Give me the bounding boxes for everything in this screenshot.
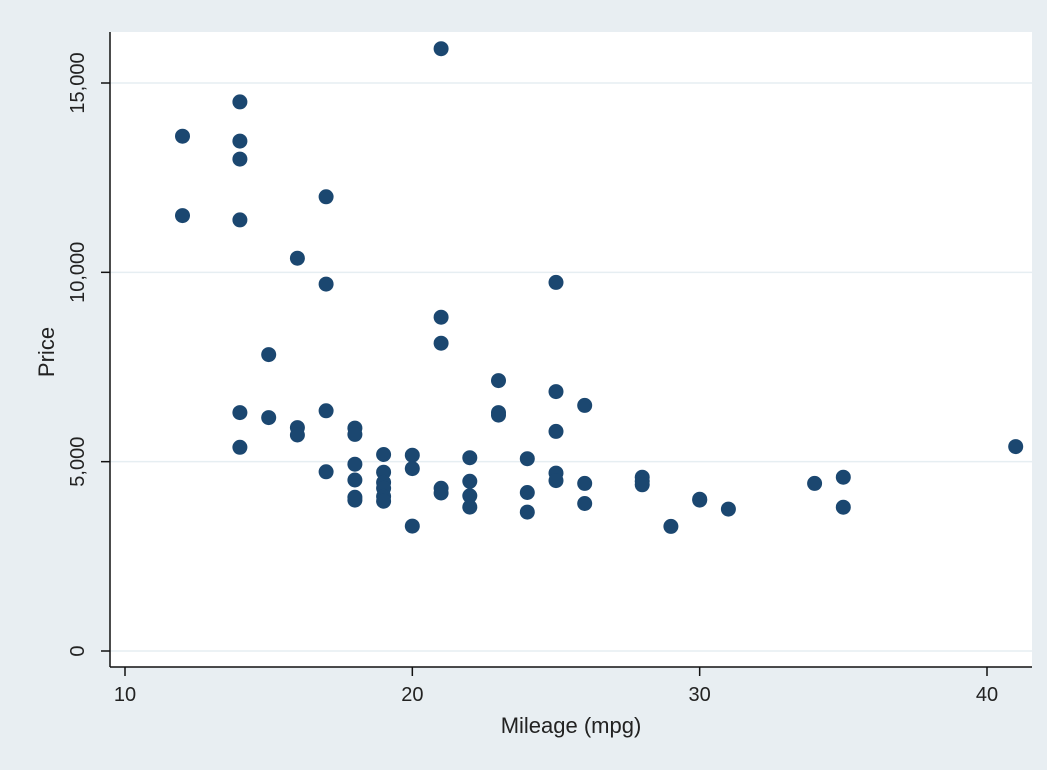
x-axis-title: Mileage (mpg)	[501, 713, 642, 738]
data-point-38	[462, 473, 478, 489]
data-point-62	[807, 475, 823, 491]
data-point-58	[663, 518, 679, 534]
data-point-15	[318, 403, 334, 419]
y-axis-title: Price	[34, 327, 59, 377]
data-point-20	[347, 472, 363, 488]
data-point-12	[289, 427, 305, 443]
data-point-28	[376, 493, 392, 509]
data-point-5	[232, 212, 248, 228]
data-point-22	[347, 492, 363, 508]
data-point-57	[634, 477, 650, 493]
plot-area	[110, 32, 1032, 667]
data-point-45	[519, 485, 535, 500]
data-point-44	[519, 451, 535, 467]
data-point-36	[433, 485, 449, 501]
data-point-29	[404, 447, 420, 463]
data-point-7	[232, 439, 248, 455]
data-point-61	[720, 501, 736, 517]
data-point-16	[318, 464, 334, 480]
data-point-6	[232, 405, 248, 421]
data-point-3	[232, 133, 248, 149]
x-tick-label-0: 10	[114, 684, 136, 706]
data-point-2	[232, 94, 248, 110]
data-point-48	[548, 384, 564, 400]
data-point-51	[548, 473, 564, 489]
x-tick-label-3: 40	[976, 684, 998, 706]
data-point-41	[491, 373, 506, 389]
data-point-13	[318, 189, 334, 205]
axes: 0 5,000 10,000 15,000 10 20 30 40	[67, 32, 1032, 706]
data-point-52	[577, 397, 593, 413]
data-point-1	[175, 208, 190, 224]
data-points	[175, 41, 1024, 534]
y-tick-label-1: 5,000	[67, 437, 89, 487]
data-point-43	[491, 407, 506, 423]
data-point-14	[318, 276, 334, 292]
data-point-49	[548, 423, 564, 439]
data-point-47	[548, 274, 564, 290]
y-tick-label-2: 10,000	[67, 242, 89, 303]
y-tick-label-0: 0	[67, 645, 89, 656]
gridlines	[110, 82, 1032, 652]
x-tick-label-2: 30	[689, 684, 711, 706]
data-point-10	[289, 250, 305, 266]
data-point-39	[462, 488, 478, 504]
data-point-54	[577, 496, 593, 511]
data-point-18	[347, 426, 363, 442]
data-point-46	[519, 504, 535, 520]
data-point-60	[692, 492, 708, 508]
y-tick-label-3: 15,000	[67, 52, 89, 113]
data-point-4	[232, 151, 248, 167]
data-point-0	[175, 128, 190, 144]
data-point-19	[347, 456, 363, 472]
data-point-31	[404, 518, 420, 534]
data-point-23	[376, 447, 392, 462]
data-point-63	[835, 469, 851, 485]
data-point-34	[433, 335, 449, 351]
data-point-40	[462, 499, 478, 515]
data-point-65	[1008, 439, 1024, 455]
data-point-64	[835, 499, 851, 515]
data-point-33	[433, 309, 449, 325]
data-point-53	[577, 475, 593, 491]
data-point-8	[261, 347, 277, 363]
data-point-30	[404, 461, 420, 477]
data-point-37	[462, 450, 478, 466]
x-tick-label-1: 20	[401, 684, 423, 706]
data-point-32	[433, 41, 449, 57]
data-point-9	[261, 410, 277, 426]
